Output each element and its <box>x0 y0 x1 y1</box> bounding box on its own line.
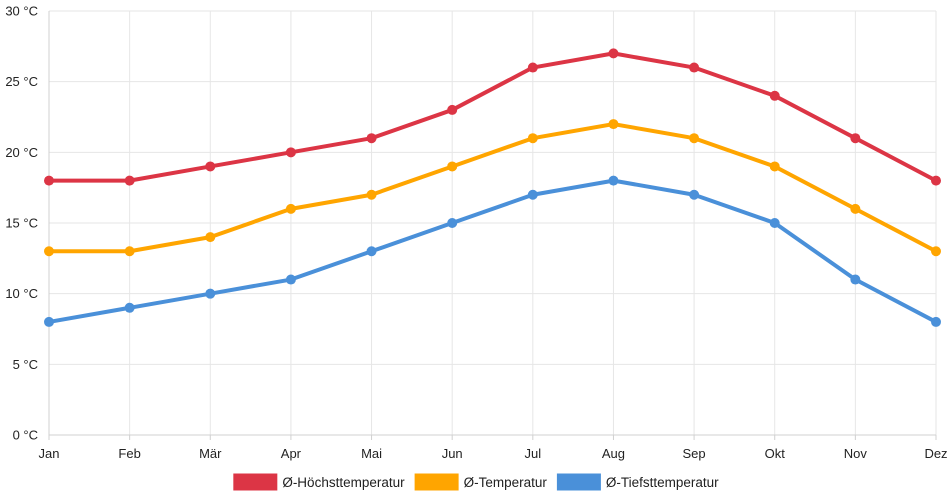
legend-label: Ø-Temperatur <box>464 475 548 490</box>
x-tick-label: Apr <box>281 446 302 461</box>
data-point[interactable] <box>850 133 861 144</box>
data-point[interactable] <box>124 175 135 186</box>
grid-layer <box>48 10 937 436</box>
series-line <box>47 51 938 183</box>
legend-item[interactable]: Ø-Höchsttemperatur <box>233 473 405 491</box>
legend-item[interactable]: Ø-Tiefsttemperatur <box>556 473 719 491</box>
data-point[interactable] <box>44 175 54 186</box>
legend-swatch <box>414 473 459 491</box>
x-tick-label: Jun <box>442 446 463 461</box>
data-point[interactable] <box>205 232 216 243</box>
y-tick-label: 0 °C <box>13 428 38 443</box>
x-tick-label: Dez <box>924 446 947 461</box>
legend-swatch <box>556 473 601 491</box>
data-point[interactable] <box>608 48 619 59</box>
data-point[interactable] <box>205 288 216 299</box>
data-point[interactable] <box>447 104 458 115</box>
data-point[interactable] <box>447 218 458 228</box>
data-point[interactable] <box>769 90 780 101</box>
series-line <box>47 178 938 324</box>
data-point[interactable] <box>44 316 54 327</box>
data-point[interactable] <box>931 246 941 257</box>
legend[interactable]: Ø-Höchsttemperatur Ø-Temperatur Ø-Tiefstte… <box>233 473 719 491</box>
data-point[interactable] <box>608 175 619 186</box>
x-tick-label: Feb <box>118 446 140 461</box>
series-2 <box>44 119 941 257</box>
data-point[interactable] <box>689 62 700 73</box>
data-point[interactable] <box>527 62 538 73</box>
data-point[interactable] <box>931 175 941 186</box>
data-point[interactable] <box>44 246 54 257</box>
data-point[interactable] <box>769 218 780 228</box>
series-3 <box>44 175 941 327</box>
y-tick-label: 10 °C <box>5 286 38 301</box>
data-point[interactable] <box>689 133 700 144</box>
legend-item[interactable]: Ø-Temperatur <box>414 473 548 491</box>
data-point[interactable] <box>366 189 377 200</box>
y-tick-label: 5 °C <box>13 357 38 372</box>
x-tick-label: Nov <box>844 446 868 461</box>
x-tick-label: Mär <box>199 446 222 461</box>
data-point[interactable] <box>527 189 538 200</box>
series-layer <box>44 48 941 327</box>
legend-label: Ø-Tiefsttemperatur <box>606 475 719 490</box>
x-tick-label: Jul <box>525 446 542 461</box>
data-point[interactable] <box>608 119 619 130</box>
data-point[interactable] <box>366 246 377 257</box>
x-tick-label: Aug <box>602 446 625 461</box>
data-point[interactable] <box>931 316 941 327</box>
data-point[interactable] <box>124 246 135 257</box>
y-tick-label: 25 °C <box>5 74 38 89</box>
data-point[interactable] <box>850 203 861 214</box>
x-tick-label: Jan <box>39 446 60 461</box>
x-tick-label: Mai <box>361 446 382 461</box>
data-point[interactable] <box>285 147 296 158</box>
axis-layer: 0 °C 5 °C 10 °C 15 °C 20 °C 25 °C 30 °C Jan Feb M… <box>5 4 947 462</box>
data-point[interactable] <box>850 274 861 285</box>
series-line <box>47 122 938 254</box>
data-point[interactable] <box>285 203 296 214</box>
y-tick-label: 15 °C <box>5 216 38 231</box>
x-tick-label: Sep <box>683 446 706 461</box>
legend-label: Ø-Höchsttemperatur <box>282 475 405 490</box>
y-tick-label: 20 °C <box>5 145 38 160</box>
data-point[interactable] <box>689 189 700 200</box>
legend-swatch <box>233 473 278 491</box>
series-1 <box>44 48 941 186</box>
data-point[interactable] <box>124 302 135 313</box>
data-point[interactable] <box>366 133 377 144</box>
x-tick-label: Okt <box>765 446 786 461</box>
y-tick-label: 30 °C <box>5 4 38 19</box>
data-point[interactable] <box>769 161 780 172</box>
data-point[interactable] <box>527 133 538 144</box>
data-point[interactable] <box>205 161 216 172</box>
data-point[interactable] <box>447 161 458 172</box>
data-point[interactable] <box>285 274 296 285</box>
